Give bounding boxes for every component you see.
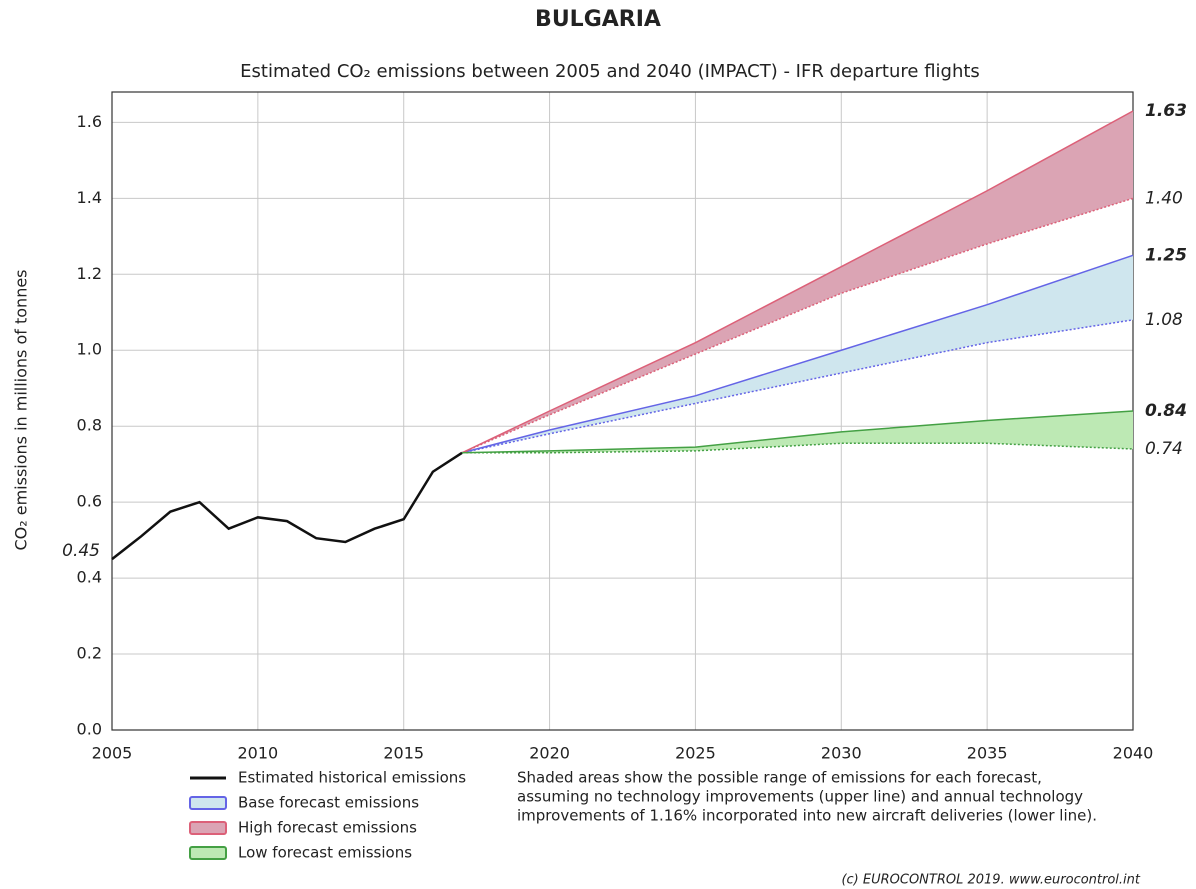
y-tick-label: 0.8 <box>77 416 102 435</box>
y-tick-label: 0.0 <box>77 720 102 739</box>
legend-swatch <box>189 846 227 860</box>
x-tick-label: 2010 <box>237 744 278 763</box>
legend-label: High forecast emissions <box>238 819 417 837</box>
y-tick-label: 0.2 <box>77 644 102 663</box>
end-label: 0.74 <box>1145 439 1183 459</box>
y-tick-label: 1.0 <box>77 340 102 359</box>
x-tick-label: 2030 <box>821 744 862 763</box>
x-tick-label: 2040 <box>1113 744 1154 763</box>
y-tick-label: 0.6 <box>77 492 102 511</box>
legend-label: Estimated historical emissions <box>238 769 466 787</box>
x-tick-label: 2025 <box>675 744 716 763</box>
historical-line <box>111 451 463 561</box>
y-tick-label: 1.6 <box>77 112 102 131</box>
credit: (c) EUROCONTROL 2019. www.eurocontrol.in… <box>841 873 1140 888</box>
legend-label: Base forecast emissions <box>238 794 419 812</box>
legend-swatch <box>189 796 227 810</box>
note-line: Shaded areas show the possible range of … <box>517 769 1042 787</box>
chart-title: BULGARIA <box>535 7 661 32</box>
upper-forecast-line <box>461 110 1134 454</box>
lower-forecast-line <box>461 319 1134 454</box>
x-tick-label: 2020 <box>529 744 570 763</box>
x-tick-label: 2035 <box>967 744 1008 763</box>
end-label: 1.40 <box>1145 188 1183 208</box>
y-tick-label: 1.2 <box>77 264 102 283</box>
upper-forecast-line <box>461 254 1134 454</box>
x-tick-label: 2005 <box>92 744 133 763</box>
chart-subtitle: Estimated CO₂ emissions between 2005 and… <box>240 61 980 82</box>
end-label: 1.25 <box>1145 245 1187 265</box>
end-label: 0.84 <box>1145 401 1187 421</box>
start-label: 0.45 <box>62 541 100 561</box>
end-label: 1.63 <box>1145 101 1187 121</box>
note-line: improvements of 1.16% incorporated into … <box>517 807 1097 825</box>
lower-forecast-line <box>462 442 1134 454</box>
y-axis-label: CO₂ emissions in millions of tonnes <box>12 269 31 550</box>
note-line: assuming no technology improvements (upp… <box>517 788 1083 806</box>
forecast-range-area <box>462 411 1133 453</box>
legend-swatch <box>189 821 227 835</box>
plot-frame <box>111 91 1134 731</box>
legend-label: Low forecast emissions <box>238 844 412 862</box>
y-tick-label: 1.4 <box>77 188 102 207</box>
lower-forecast-line <box>461 197 1134 454</box>
forecast-range-area <box>462 110 1133 453</box>
x-tick-label: 2015 <box>383 744 424 763</box>
upper-forecast-line <box>462 410 1134 454</box>
end-label: 1.08 <box>1145 310 1183 330</box>
y-tick-label: 0.4 <box>77 568 102 587</box>
